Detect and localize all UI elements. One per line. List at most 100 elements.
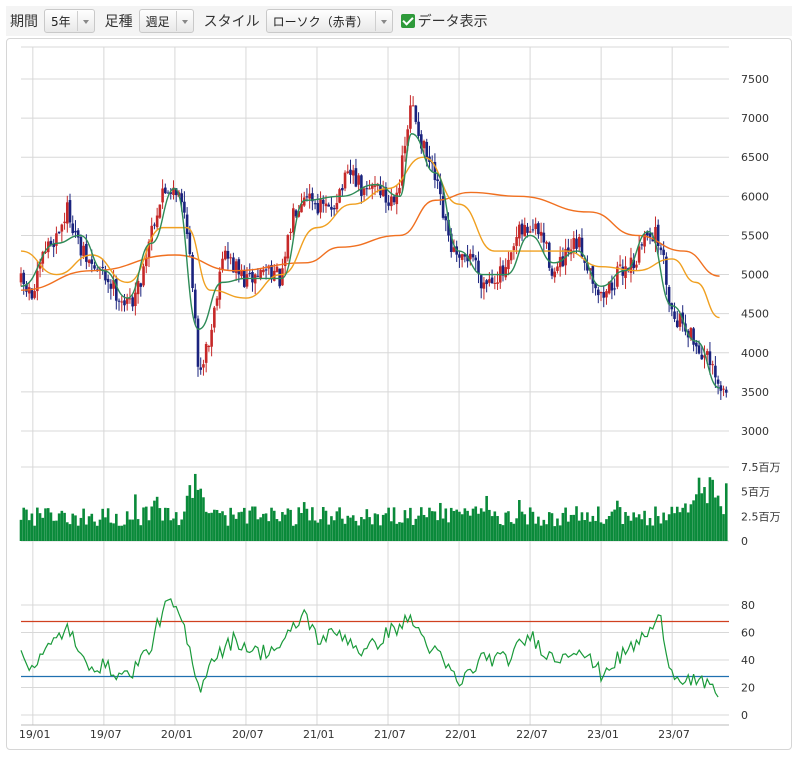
volume-bar [675,506,679,541]
period-select[interactable]: 5年 [44,9,95,33]
candle-body [537,223,540,235]
volume-bar [689,504,693,541]
volume-bar [321,507,325,541]
candle-body [229,257,232,259]
candle-body [251,272,254,283]
volume-bar [444,508,448,541]
candle-body [226,250,230,259]
candle-body [708,351,712,366]
volume-bar [469,515,472,541]
candle-body [643,234,646,247]
candle-body [188,232,192,255]
volume-bar [387,507,390,541]
candle-body [714,365,717,378]
candle-body [507,259,510,270]
volume-bar [52,520,55,541]
volume-bar [572,514,576,541]
candle-body [482,282,486,289]
candle-body [281,268,284,286]
candle-body [36,270,39,292]
rsi-tick-label: 80 [741,599,755,612]
price-tick-label: 4000 [741,347,769,360]
candle-body [662,249,665,256]
candle-body [185,214,189,235]
candle-body [169,192,173,194]
volume-bar [501,525,505,541]
candle-body [610,282,614,291]
volume-bar [673,513,676,541]
chevron-down-icon [374,11,392,31]
volume-bar [599,522,603,541]
candle-body [567,247,570,253]
volume-bar [482,511,486,541]
volume-bar [637,514,641,541]
volume-bar [158,508,162,541]
volume-bar [286,508,290,541]
volume-bar [71,513,75,541]
candle-body [311,193,314,202]
volume-bar [379,525,382,541]
candle-body [605,291,608,298]
candle-body [237,259,241,275]
volume-bar [120,525,124,541]
volume-bar [101,508,104,541]
volume-bar [292,525,295,541]
candle-body [528,231,532,233]
volume-bar [123,524,126,541]
candle-body [117,300,121,302]
candle-body [616,266,619,287]
style-label: スタイル [203,14,260,30]
candle-body [68,200,72,223]
volume-bar [155,496,159,541]
volume-bar [144,506,148,541]
candle-body [561,256,565,267]
volume-bar [330,516,333,541]
show-data-checkbox[interactable]: データ表示 [400,11,488,31]
volume-bar [82,508,85,541]
candle-body [196,318,200,367]
candle-body [441,195,445,218]
candle-body [542,232,546,243]
volume-bar [651,525,655,541]
candle-body [678,313,682,327]
candle-body [223,250,227,260]
style-select[interactable]: ローソク（赤青） [265,9,393,33]
volume-bar [27,520,31,541]
volume-bar [724,483,728,541]
candle-body [316,203,320,214]
volume-bar [471,508,475,541]
candle-body [324,203,328,207]
grid [21,46,729,726]
candle-body [191,254,194,289]
candle-body [722,388,725,390]
candle-body [300,203,303,213]
volume-bar [613,509,616,541]
volume-bar [447,522,450,541]
volume-bar [74,515,77,541]
ma-mid-line [20,156,720,319]
candle-body [79,236,83,256]
candle-body [659,247,663,251]
ashi-select[interactable]: 週足 [138,9,194,33]
candle-body [447,219,450,236]
volume-bar [392,507,396,541]
candle-body [417,121,420,136]
volume-bar [539,525,543,541]
volume-bar [327,524,331,541]
candle-body [496,282,499,284]
volume-bar [384,513,388,541]
candle-body [63,221,66,224]
volume-bar [708,477,712,541]
style-select-value: ローソク（赤青） [272,14,369,29]
candle-body [599,291,603,294]
volume-bar [591,515,595,541]
volume-bar [193,473,197,541]
price-tick-label: 5000 [741,269,769,282]
volume-bar [302,502,306,541]
volume-bar [449,507,453,541]
volume-bar [695,494,698,541]
volume-bar [134,494,137,541]
candle-body [161,188,164,203]
volume-bar [253,506,257,541]
volume-bar [523,514,527,541]
